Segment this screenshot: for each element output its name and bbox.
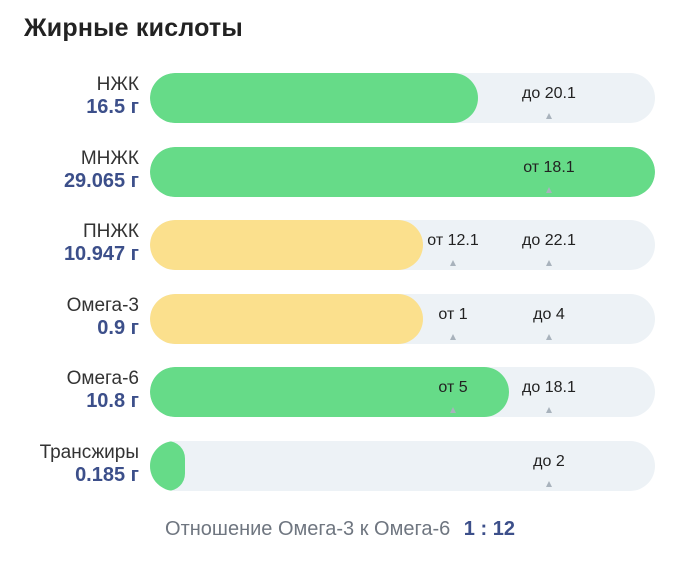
range-marker-caret-icon: [545, 481, 552, 487]
progress-fill: [150, 147, 655, 197]
progress-track: до 20.1: [150, 73, 655, 123]
progress-fill: [150, 367, 509, 417]
range-marker-caret-icon: [545, 407, 552, 413]
page-title: Жирные кислоты: [24, 14, 243, 42]
progress-track: от 18.1: [150, 147, 655, 197]
range-marker-label: от 5: [438, 379, 468, 396]
nutrient-amount: 10.8 г: [86, 390, 139, 412]
nutrient-label: НЖК 16.5 г: [0, 74, 139, 118]
range-marker-caret-icon: [545, 113, 552, 119]
progress-fill: [150, 294, 423, 344]
nutrient-name: НЖК: [96, 74, 139, 95]
range-marker-caret-icon: [450, 334, 456, 340]
range-marker-label: до 18.1: [522, 379, 576, 396]
progress-track: от 12.1 до 22.1: [150, 220, 655, 270]
range-marker-caret-icon: [545, 187, 552, 193]
progress-track: до 2: [150, 441, 655, 491]
nutrient-label: МНЖК 29.065 г: [0, 148, 139, 192]
range-marker-caret-icon: [545, 334, 552, 340]
nutrient-row: ПНЖК 10.947 г от 12.1 до 22.1: [0, 220, 680, 270]
nutrient-amount: 10.947 г: [63, 243, 139, 265]
range-marker-caret-icon: [450, 407, 456, 413]
range-marker-label: от 1: [438, 306, 468, 323]
omega-ratio-label: Отношение Омега-3 к Омега-6: [165, 518, 451, 540]
nutrient-label: Омега-3 0.9 г: [0, 295, 139, 339]
range-marker-caret-icon: [545, 260, 552, 266]
nutrient-name: Омега-3: [66, 295, 139, 316]
progress-track: от 5 до 18.1: [150, 367, 655, 417]
nutrient-name: Трансжиры: [39, 442, 139, 463]
nutrient-amount: 0.9 г: [97, 317, 139, 339]
nutrient-name: МНЖК: [80, 148, 139, 169]
nutrient-label: Трансжиры 0.185 г: [0, 442, 139, 486]
progress-fill: [150, 441, 186, 491]
range-marker-label: до 4: [533, 306, 565, 323]
nutrient-label: Омега-6 10.8 г: [0, 368, 139, 412]
range-marker-label: до 20.1: [522, 85, 576, 102]
progress-fill: [150, 220, 423, 270]
nutrient-amount: 0.185 г: [75, 464, 139, 486]
nutrient-amount: 16.5 г: [86, 96, 139, 118]
omega-ratio: Отношение Омега-3 к Омега-6 1 : 12: [0, 518, 680, 541]
range-marker-label: до 22.1: [522, 232, 576, 249]
progress-fill: [150, 73, 479, 123]
nutrient-row: НЖК 16.5 г до 20.1: [0, 73, 680, 123]
omega-ratio-value: 1 : 12: [463, 518, 515, 540]
range-marker-label: от 12.1: [427, 232, 479, 249]
nutrient-row: Омега-6 10.8 г от 5 до 18.1: [0, 367, 680, 417]
nutrient-name: Омега-6: [66, 368, 139, 389]
nutrient-label: ПНЖК 10.947 г: [0, 221, 139, 265]
nutrient-name: ПНЖК: [83, 221, 139, 242]
nutrient-amount: 29.065 г: [63, 170, 139, 192]
nutrient-row: Омега-3 0.9 г от 1 до 4: [0, 294, 680, 344]
progress-track: от 1 до 4: [150, 294, 655, 344]
range-marker-label: до 2: [533, 453, 565, 470]
nutrient-row: МНЖК 29.065 г от 18.1: [0, 147, 680, 197]
range-marker-caret-icon: [450, 260, 456, 266]
range-marker-label: от 18.1: [523, 159, 575, 176]
nutrient-row: Трансжиры 0.185 г до 2: [0, 441, 680, 491]
